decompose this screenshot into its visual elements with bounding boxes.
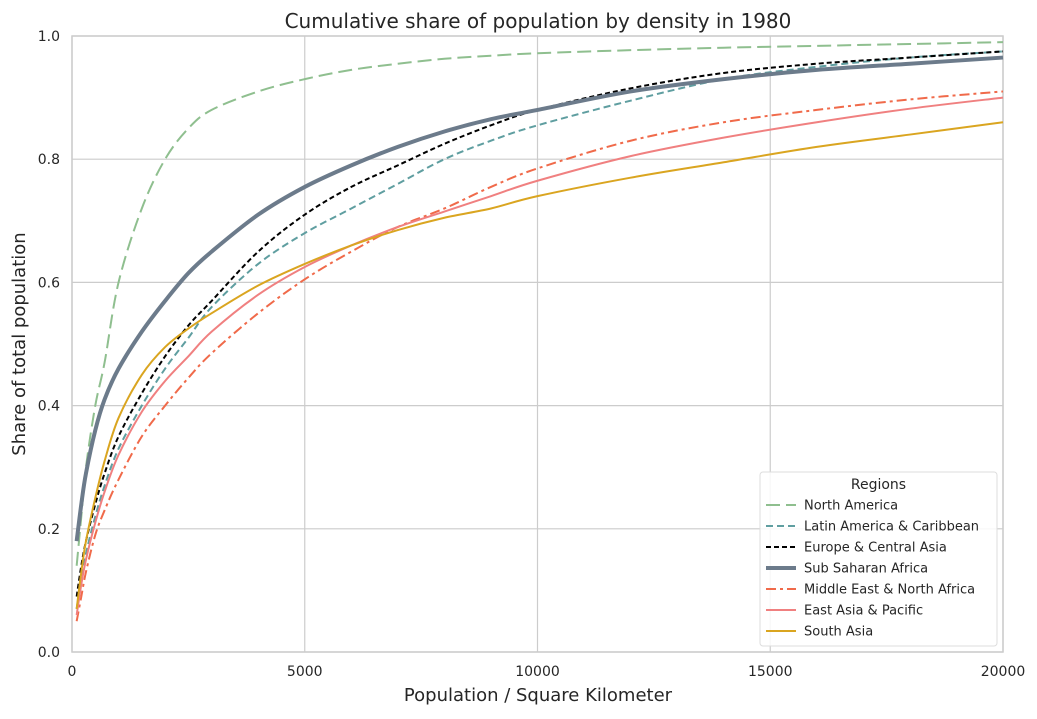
legend-label-south-asia: South Asia <box>804 625 873 640</box>
legend-label-latin-america-caribbean: Latin America & Caribbean <box>804 520 979 535</box>
y-tick-label: 0.8 <box>38 152 60 168</box>
chart-title: Cumulative share of population by densit… <box>285 9 792 33</box>
legend-label-europe-central-asia: Europe & Central Asia <box>804 541 947 556</box>
y-ticks: 0.0 0.2 0.4 0.6 0.8 1.0 <box>38 29 60 661</box>
legend-label-east-asia-pacific: East Asia & Pacific <box>804 604 923 619</box>
series-line-europe-central-asia <box>75 50 1004 597</box>
y-tick-label: 0.6 <box>38 275 60 291</box>
legend-box <box>759 471 998 647</box>
x-tick-label: 5000 <box>287 664 323 680</box>
y-axis-label: Share of total population <box>9 232 30 455</box>
legend-label-sub-saharan-africa: Sub Saharan Africa <box>804 562 928 577</box>
legend: Regions North America Latin America & Cari… <box>759 471 998 647</box>
series-group <box>74 41 1004 622</box>
x-tick-label: 0 <box>68 664 77 680</box>
y-tick-label: 0.4 <box>38 399 60 415</box>
y-tick-label: 1.0 <box>38 29 60 45</box>
x-tick-label: 15000 <box>748 664 793 680</box>
legend-label-middle-east-north-africa: Middle East & North Africa <box>804 583 975 598</box>
plot-frame <box>71 35 1004 653</box>
y-tick-label: 0.2 <box>38 522 60 538</box>
x-ticks: 0 5000 10000 15000 20000 <box>68 664 1026 680</box>
series-line-south-asia <box>75 121 1004 610</box>
series-line-east-asia-pacific <box>75 96 1004 616</box>
series-line-north-america <box>75 41 1004 566</box>
x-tick-label: 20000 <box>981 664 1026 680</box>
x-axis-label: Population / Square Kilometer <box>404 685 673 706</box>
series-line-sub-saharan-africa <box>74 55 1004 542</box>
series-line-middle-east-north-africa <box>75 90 1004 622</box>
legend-label-north-america: North America <box>804 499 898 514</box>
y-tick-label: 0.0 <box>38 645 60 661</box>
x-tick-label: 10000 <box>515 664 560 680</box>
legend-title: Regions <box>851 477 906 493</box>
